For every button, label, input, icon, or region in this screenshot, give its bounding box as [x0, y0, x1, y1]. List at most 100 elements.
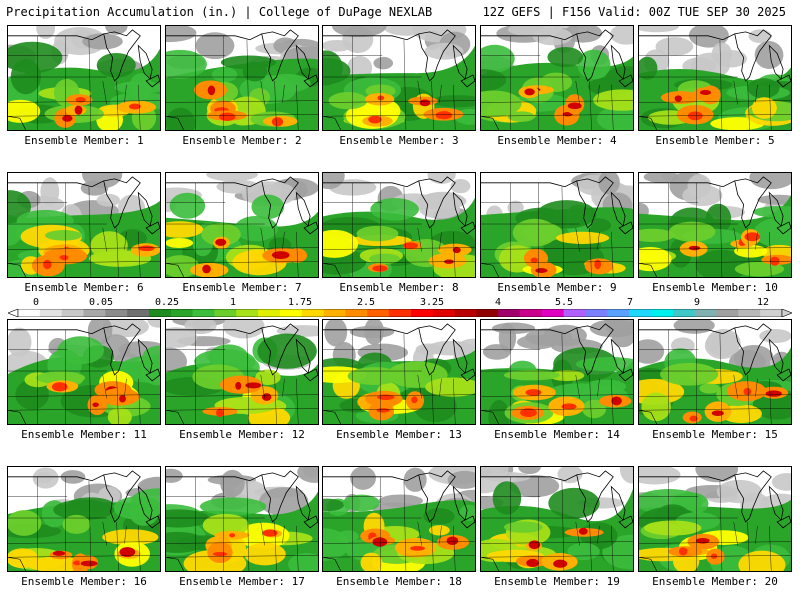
colorbar-segment: [18, 309, 41, 317]
colorbar-segment: [39, 309, 62, 317]
ensemble-member-map: [7, 172, 161, 278]
colorbar-segment: [105, 309, 128, 317]
colorbar-segment: [323, 309, 346, 317]
colorbar-segment: [607, 309, 630, 317]
colorbar-segment: [127, 309, 150, 317]
ensemble-member-label: Ensemble Member: 3: [339, 134, 459, 147]
colorbar-segment: [61, 309, 84, 317]
ensemble-member-label: Ensemble Member: 1: [24, 134, 144, 147]
precipitation-field: [166, 26, 318, 130]
precipitation-field: [166, 467, 318, 571]
run-info: 12Z GEFS | F156 Valid: 00Z TUE SEP 30 20…: [482, 5, 786, 19]
ensemble-member-label: Ensemble Member: 7: [182, 281, 302, 294]
colorbar-segment: [345, 309, 368, 317]
colorbar-tick-label: 1: [229, 297, 237, 308]
colorbar-tick-label: 0.25: [154, 297, 180, 308]
precipitation-field: [639, 173, 791, 277]
ensemble-member-label: Ensemble Member: 10: [652, 281, 778, 294]
ensemble-member-map: [638, 319, 792, 425]
precipitation-field: [323, 173, 475, 277]
colorbar-segment: [432, 309, 455, 317]
ensemble-member-map: [480, 466, 634, 572]
precipitation-field: [323, 320, 475, 424]
ensemble-member-map: [322, 25, 476, 131]
ensemble-member-map: [638, 25, 792, 131]
colorbar-tick-label: 0.05: [88, 297, 114, 308]
colorbar-bar: [8, 309, 792, 317]
ensemble-member-map: [322, 172, 476, 278]
precipitation-field: [166, 173, 318, 277]
ensemble-member-label: Ensemble Member: 11: [21, 428, 147, 441]
precipitation-field: [323, 26, 475, 130]
colorbar-segment: [454, 309, 477, 317]
ensemble-member-label: Ensemble Member: 4: [497, 134, 617, 147]
colorbar-tick-label: 2.5: [356, 297, 376, 308]
colorbar-segment: [651, 309, 674, 317]
colorbar-segment: [301, 309, 324, 317]
precipitation-field: [481, 320, 633, 424]
colorbar-segment: [563, 309, 586, 317]
precipitation-field: [8, 173, 160, 277]
colorbar-tick-label: 0: [32, 297, 40, 308]
colorbar-tick-label: 9: [693, 297, 701, 308]
ensemble-member-map: [165, 172, 319, 278]
precipitation-field: [323, 467, 475, 571]
ensemble-member-label: Ensemble Member: 18: [336, 575, 462, 588]
ensemble-member-label: Ensemble Member: 9: [497, 281, 617, 294]
ensemble-member-label: Ensemble Member: 12: [179, 428, 305, 441]
colorbar-segment: [716, 309, 739, 317]
ensemble-member-map: [638, 466, 792, 572]
colorbar-segment: [498, 309, 521, 317]
colorbar-segment: [585, 309, 608, 317]
header: Precipitation Accumulation (in.) | Colle…: [0, 0, 800, 24]
ensemble-member-label: Ensemble Member: 13: [336, 428, 462, 441]
precipitation-field: [8, 26, 160, 130]
colorbar-tick-label: 4: [494, 297, 502, 308]
colorbar-segment: [83, 309, 106, 317]
colorbar-segment: [760, 309, 783, 317]
ensemble-member-map: [322, 319, 476, 425]
ensemble-member-map: [7, 319, 161, 425]
colorbar-tick-label: 1.75: [287, 297, 313, 308]
ensemble-member-map: [165, 25, 319, 131]
ensemble-member-label: Ensemble Member: 16: [21, 575, 147, 588]
ensemble-member-label: Ensemble Member: 17: [179, 575, 305, 588]
precipitation-field: [481, 467, 633, 571]
ensemble-member-map: [165, 466, 319, 572]
ensemble-member-label: Ensemble Member: 2: [182, 134, 302, 147]
ensemble-member-label: Ensemble Member: 5: [655, 134, 775, 147]
colorbar-segment: [476, 309, 499, 317]
colorbar-segment: [214, 309, 237, 317]
ensemble-member-map: [480, 319, 634, 425]
ensemble-member-label: Ensemble Member: 6: [24, 281, 144, 294]
colorbar-right-arrow: [781, 309, 792, 317]
colorbar-segment: [629, 309, 652, 317]
precipitation-field: [639, 467, 791, 571]
colorbar-segment: [192, 309, 215, 317]
ensemble-member-map: [322, 466, 476, 572]
precipitation-field: [481, 26, 633, 130]
colorbar-tick-label: 12: [756, 297, 770, 308]
colorbar-segment: [672, 309, 695, 317]
colorbar-tick-label: 5.5: [554, 297, 574, 308]
colorbar-segment: [170, 309, 193, 317]
ensemble-member-map: [480, 172, 634, 278]
colorbar-segment: [410, 309, 434, 317]
colorbar-segment: [148, 309, 172, 317]
ensemble-member-label: Ensemble Member: 19: [494, 575, 620, 588]
colorbar-segment: [694, 309, 717, 317]
product-title: Precipitation Accumulation (in.) | Colle…: [6, 5, 433, 19]
colorbar-segment: [520, 309, 543, 317]
ensemble-member-map: [7, 25, 161, 131]
colorbar-tick-label: 3.25: [419, 297, 445, 308]
precipitation-field: [639, 320, 791, 424]
ensemble-member-label: Ensemble Member: 15: [652, 428, 778, 441]
colorbar-segment: [236, 309, 259, 317]
precipitation-field: [481, 173, 633, 277]
ensemble-member-label: Ensemble Member: 20: [652, 575, 778, 588]
ensemble-member-map: [165, 319, 319, 425]
ensemble-member-label: Ensemble Member: 14: [494, 428, 620, 441]
colorbar-tick-label: 7: [626, 297, 634, 308]
colorbar-segment: [367, 309, 390, 317]
ensemble-member-label: Ensemble Member: 8: [339, 281, 459, 294]
